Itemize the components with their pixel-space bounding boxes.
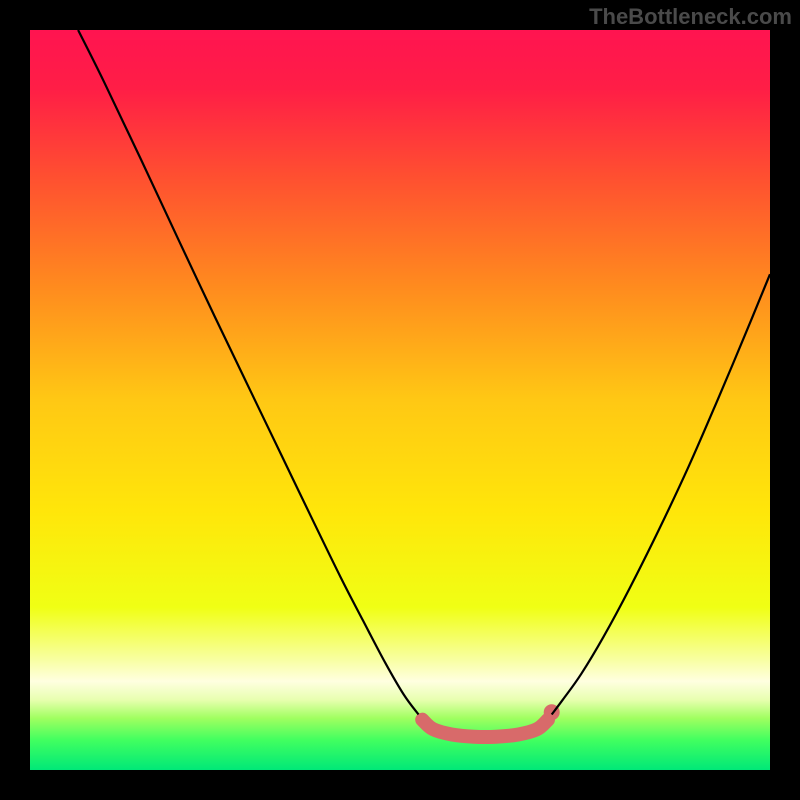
chart-container: TheBottleneck.com: [0, 0, 800, 800]
plot-area: [30, 30, 770, 770]
curve-right: [552, 274, 770, 714]
curve-overlay: [30, 30, 770, 770]
bottleneck-marker: [422, 720, 548, 737]
watermark-label: TheBottleneck.com: [589, 4, 792, 30]
curve-left: [78, 30, 418, 715]
